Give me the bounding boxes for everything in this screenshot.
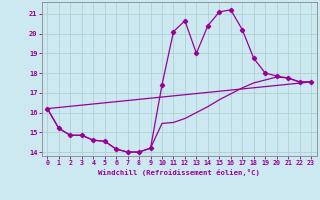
X-axis label: Windchill (Refroidissement éolien,°C): Windchill (Refroidissement éolien,°C): [98, 169, 260, 176]
